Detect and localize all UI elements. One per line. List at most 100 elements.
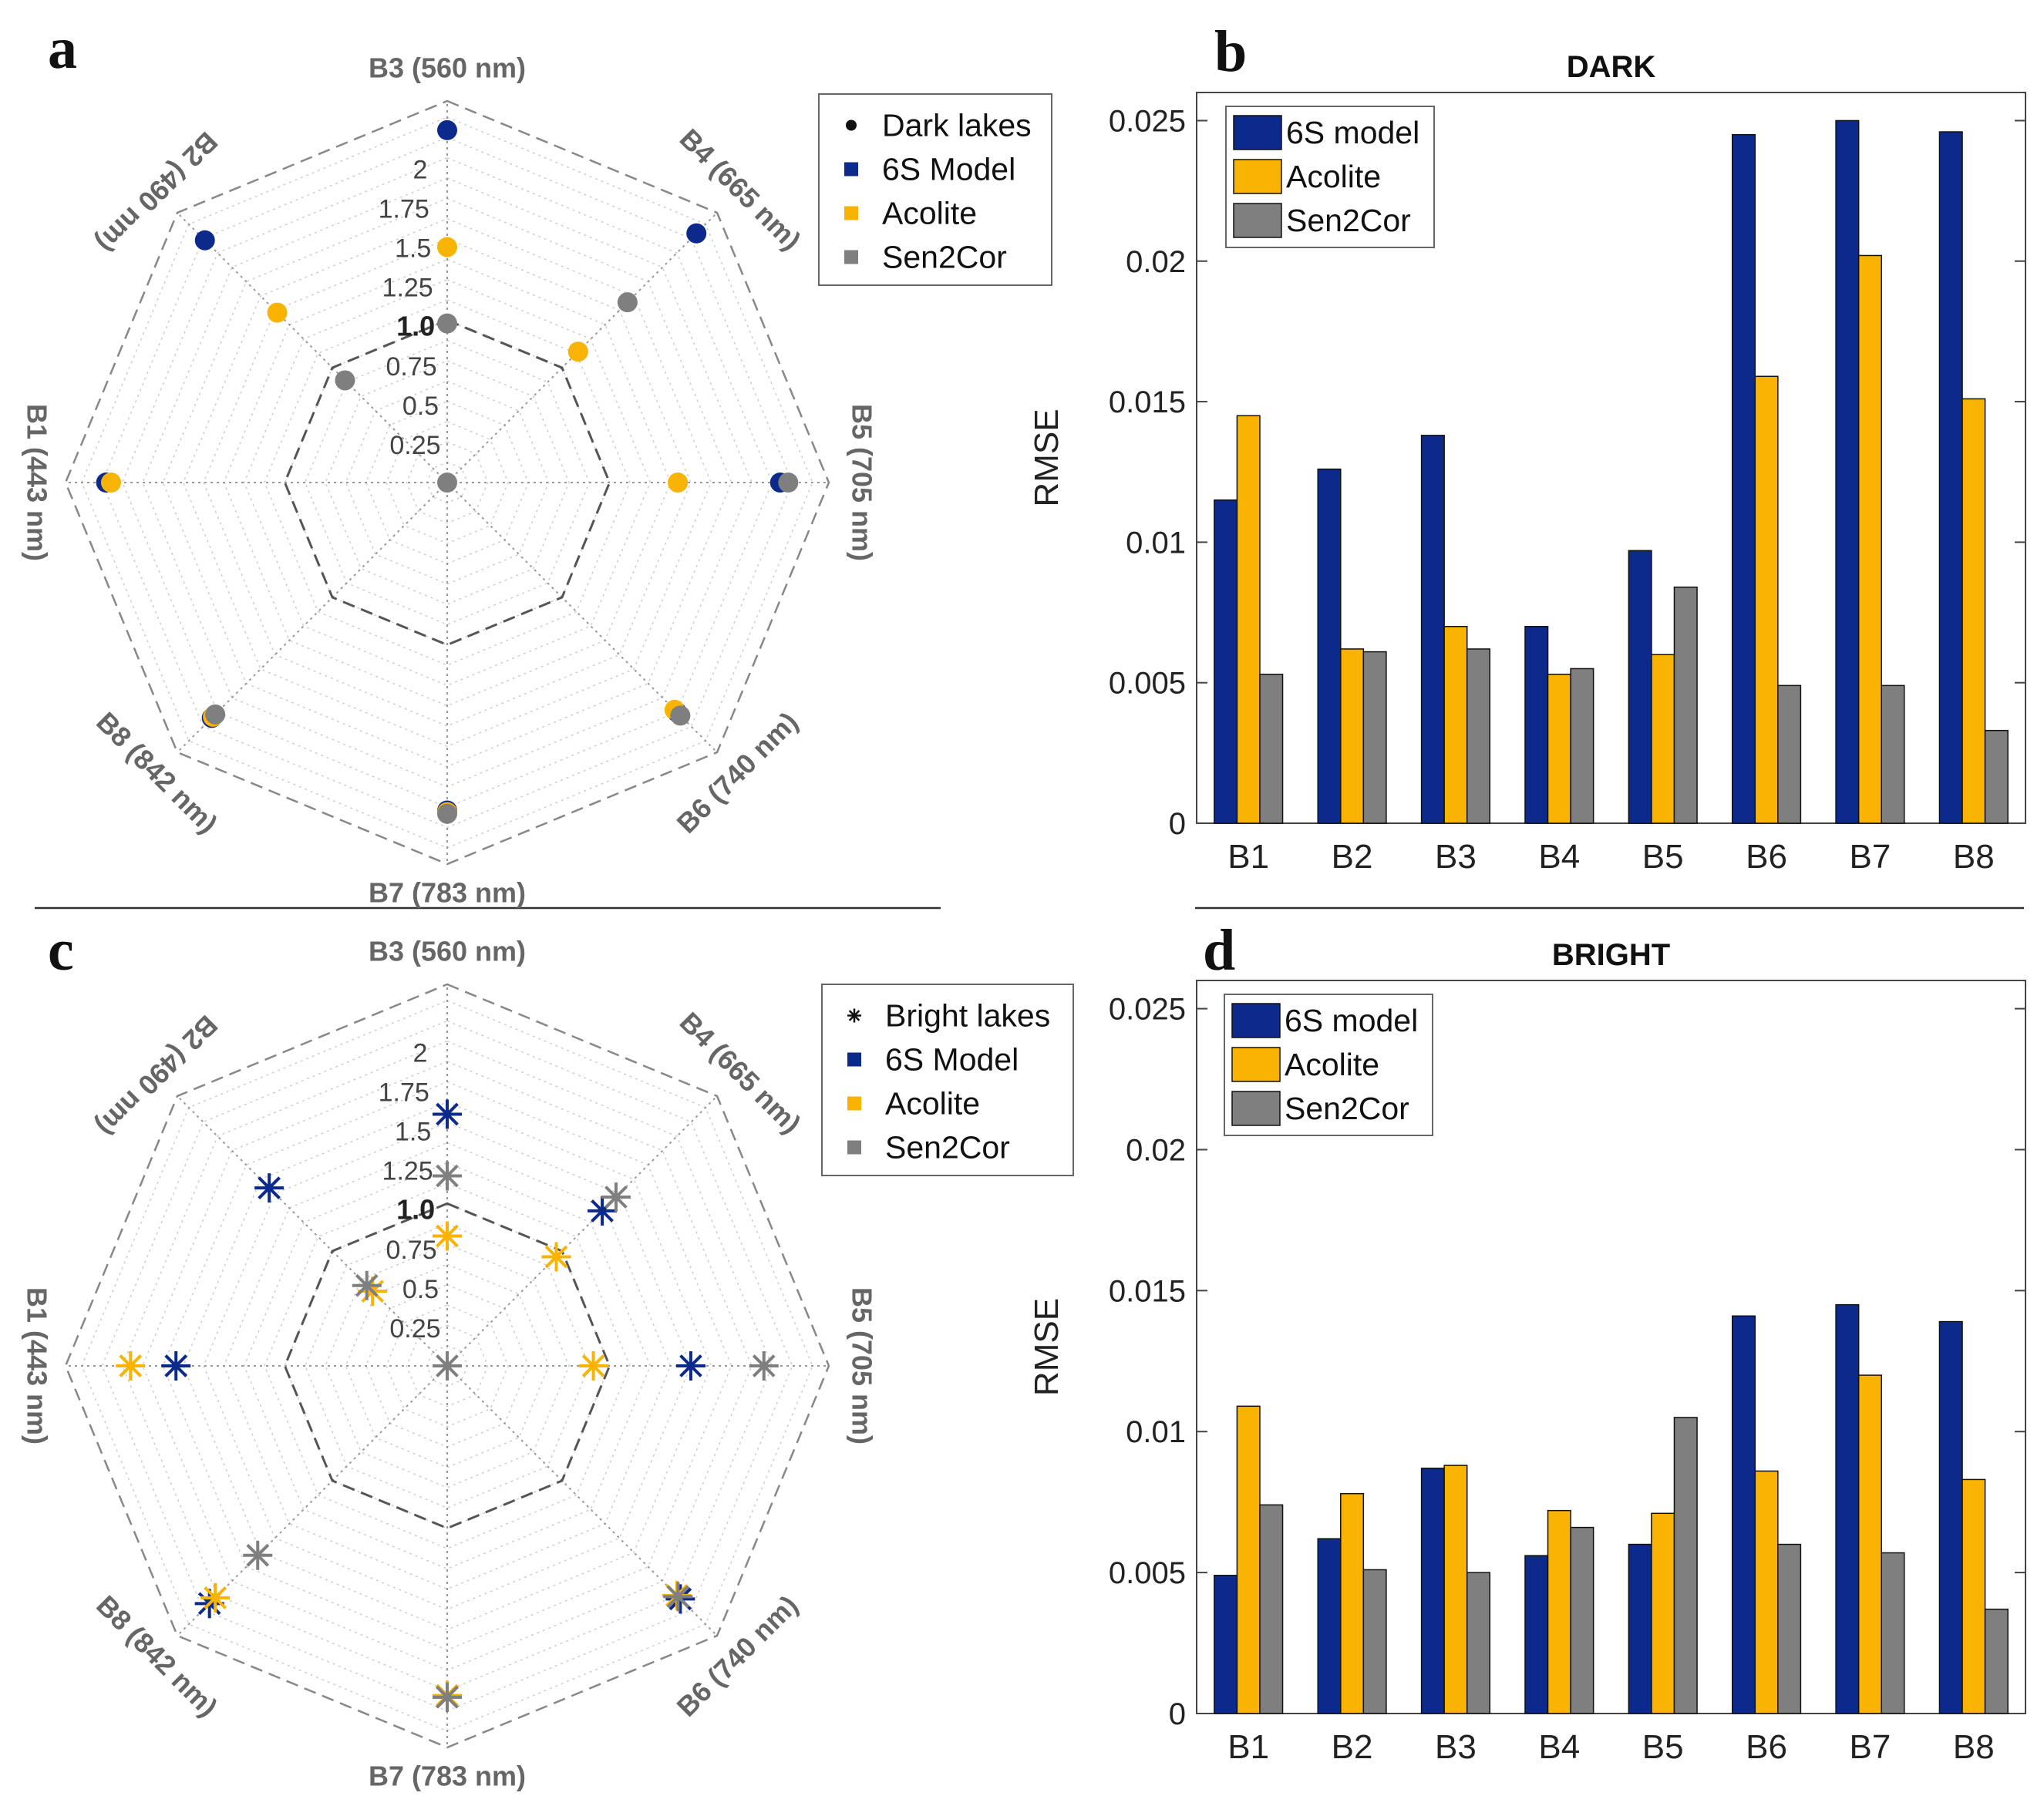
- y-tick-label: 0.005: [1109, 1556, 1186, 1590]
- bar-sixs: [1524, 1555, 1549, 1714]
- bar-sixs: [1420, 435, 1445, 824]
- radar-reference-ring: [283, 1202, 611, 1530]
- radar-ring-label: 0.5: [402, 392, 439, 421]
- bar-sixs: [1317, 468, 1342, 824]
- asterisk-stroke: [679, 1354, 702, 1377]
- chart-title: DARK: [1567, 50, 1656, 84]
- panel-label-c: c: [48, 918, 74, 983]
- radar-point-sixs: [437, 119, 457, 140]
- bar-sixs: [1524, 626, 1549, 824]
- bar-acolite: [1236, 415, 1261, 824]
- bar-sen2cor: [1466, 1572, 1491, 1714]
- radar-point-sen2cor: [433, 1161, 462, 1191]
- bar-sixs: [1731, 1315, 1756, 1714]
- radar-grid-ring: [406, 1324, 489, 1408]
- radar-axis-label: B7 (783 nm): [369, 877, 526, 909]
- radar-point-acolite: [100, 473, 121, 493]
- y-axis-label: RMSE: [1028, 1298, 1066, 1396]
- bar-acolite: [1857, 1374, 1882, 1714]
- bar-sen2cor: [1362, 1569, 1387, 1714]
- legend-swatch-sixs: [1231, 1003, 1281, 1038]
- bar-sen2cor: [1984, 1608, 2009, 1714]
- radar-grid-ring: [101, 136, 793, 829]
- legend-label: Sen2Cor: [882, 240, 1007, 275]
- radar-grid-ring: [264, 299, 631, 666]
- legend-swatch-acolite: [1231, 1047, 1281, 1082]
- radar-ring-label: 0.75: [386, 352, 436, 382]
- radar-axis-label: B5 (705 nm): [846, 1287, 877, 1445]
- radar-point-sen2cor: [433, 1682, 462, 1712]
- radar-ring-label: 1.0: [396, 1194, 435, 1226]
- bar-acolite: [1236, 1405, 1261, 1714]
- radar-ring-label: 0.5: [402, 1275, 439, 1304]
- legend-swatch-acolite: [847, 1096, 861, 1111]
- bar-sixs: [1835, 119, 1860, 824]
- radar-ring-label: 0.25: [389, 431, 440, 460]
- legend-label: Sen2Cor: [1285, 1091, 1409, 1126]
- radar-axis-label: B3 (560 nm): [369, 52, 526, 84]
- legend-marker-dark-lakes: [846, 119, 857, 131]
- legend-swatch-acolite: [1233, 159, 1282, 194]
- plot-area: [1196, 980, 2026, 1714]
- bar-sen2cor: [1673, 1417, 1698, 1714]
- radar-point-acolite: [541, 1242, 571, 1272]
- legend-label: Acolite: [1285, 1047, 1379, 1082]
- chart-title: BRIGHT: [1552, 938, 1670, 972]
- bar-sen2cor: [1362, 651, 1387, 824]
- radar-point-sixs: [194, 230, 215, 251]
- x-tick-label: B3: [1435, 838, 1477, 876]
- y-tick-label: 0.015: [1109, 385, 1186, 419]
- x-tick-label: B1: [1227, 1728, 1269, 1766]
- bar-acolite: [1857, 254, 1882, 824]
- bar-chart-bright: BRIGHT 0 0.005 0.01 0.015 0.02 0.025 RMSE B1 B2 B3…: [1028, 938, 2026, 1766]
- panel-label-a: a: [48, 16, 77, 81]
- radar-axis-label: B1 (443 nm): [21, 1287, 52, 1445]
- legend-swatch-sen2cor: [844, 250, 858, 264]
- radar-point-acolite: [668, 473, 689, 493]
- radar-ring-label: 1.75: [379, 194, 429, 224]
- radar-spoke: [446, 1365, 718, 1636]
- x-tick-label: B7: [1850, 1728, 1891, 1766]
- bar-sen2cor: [1777, 684, 1802, 824]
- asterisk-stroke: [164, 1354, 188, 1377]
- radar-grid-ring: [325, 360, 570, 605]
- radar-point-sixs: [675, 1351, 705, 1381]
- legend-label: Acolite: [882, 196, 977, 231]
- asterisk-stroke: [581, 1354, 605, 1377]
- y-tick-label: 0: [1169, 807, 1186, 841]
- x-tick-label: B2: [1332, 1728, 1373, 1766]
- bar-acolite: [1651, 654, 1675, 824]
- bar-acolite: [1547, 674, 1571, 824]
- legend-swatch-acolite: [844, 206, 858, 220]
- radar-chart-bright: 0.25 0.5 0.75 1.0 1.25 1.5 1.75 2 B3 (560 nm) B4 …: [21, 936, 1074, 1792]
- radar-grid-ring: [284, 319, 611, 646]
- bar-sixs: [1628, 550, 1652, 824]
- asterisk-stroke: [258, 1176, 281, 1199]
- x-tick-label: B4: [1538, 1728, 1580, 1766]
- bar-sen2cor: [1881, 1552, 1905, 1714]
- radar-point-sen2cor: [437, 473, 457, 493]
- radar-ring-label: 0.25: [389, 1314, 440, 1344]
- asterisk-stroke: [119, 1354, 143, 1377]
- radar-point-sen2cor: [617, 292, 638, 313]
- radar-ring-label: 0.75: [386, 1236, 436, 1265]
- bar-sixs: [1938, 131, 1963, 824]
- radar-point-sen2cor: [437, 803, 457, 824]
- bar-sen2cor: [1881, 684, 1905, 824]
- x-tick-label: B5: [1642, 838, 1684, 876]
- radar-point-acolite: [567, 341, 588, 362]
- bar-acolite: [1443, 1465, 1468, 1714]
- legend-label: Sen2Cor: [1286, 203, 1411, 238]
- radar-point-sen2cor: [663, 1582, 693, 1612]
- radar-point-sen2cor: [205, 704, 226, 725]
- bar-sen2cor: [1570, 1526, 1594, 1714]
- legend-swatch-sixs: [847, 1052, 861, 1067]
- x-tick-label: B6: [1746, 838, 1787, 876]
- y-tick-label: 0.02: [1126, 245, 1186, 279]
- radar-ring-label: 1.25: [382, 274, 433, 303]
- bar-sixs: [1835, 1303, 1860, 1714]
- radar-spoke: [177, 1365, 448, 1636]
- radar-ring-label: 2: [413, 1038, 427, 1068]
- radar-grid-ring: [284, 1202, 611, 1529]
